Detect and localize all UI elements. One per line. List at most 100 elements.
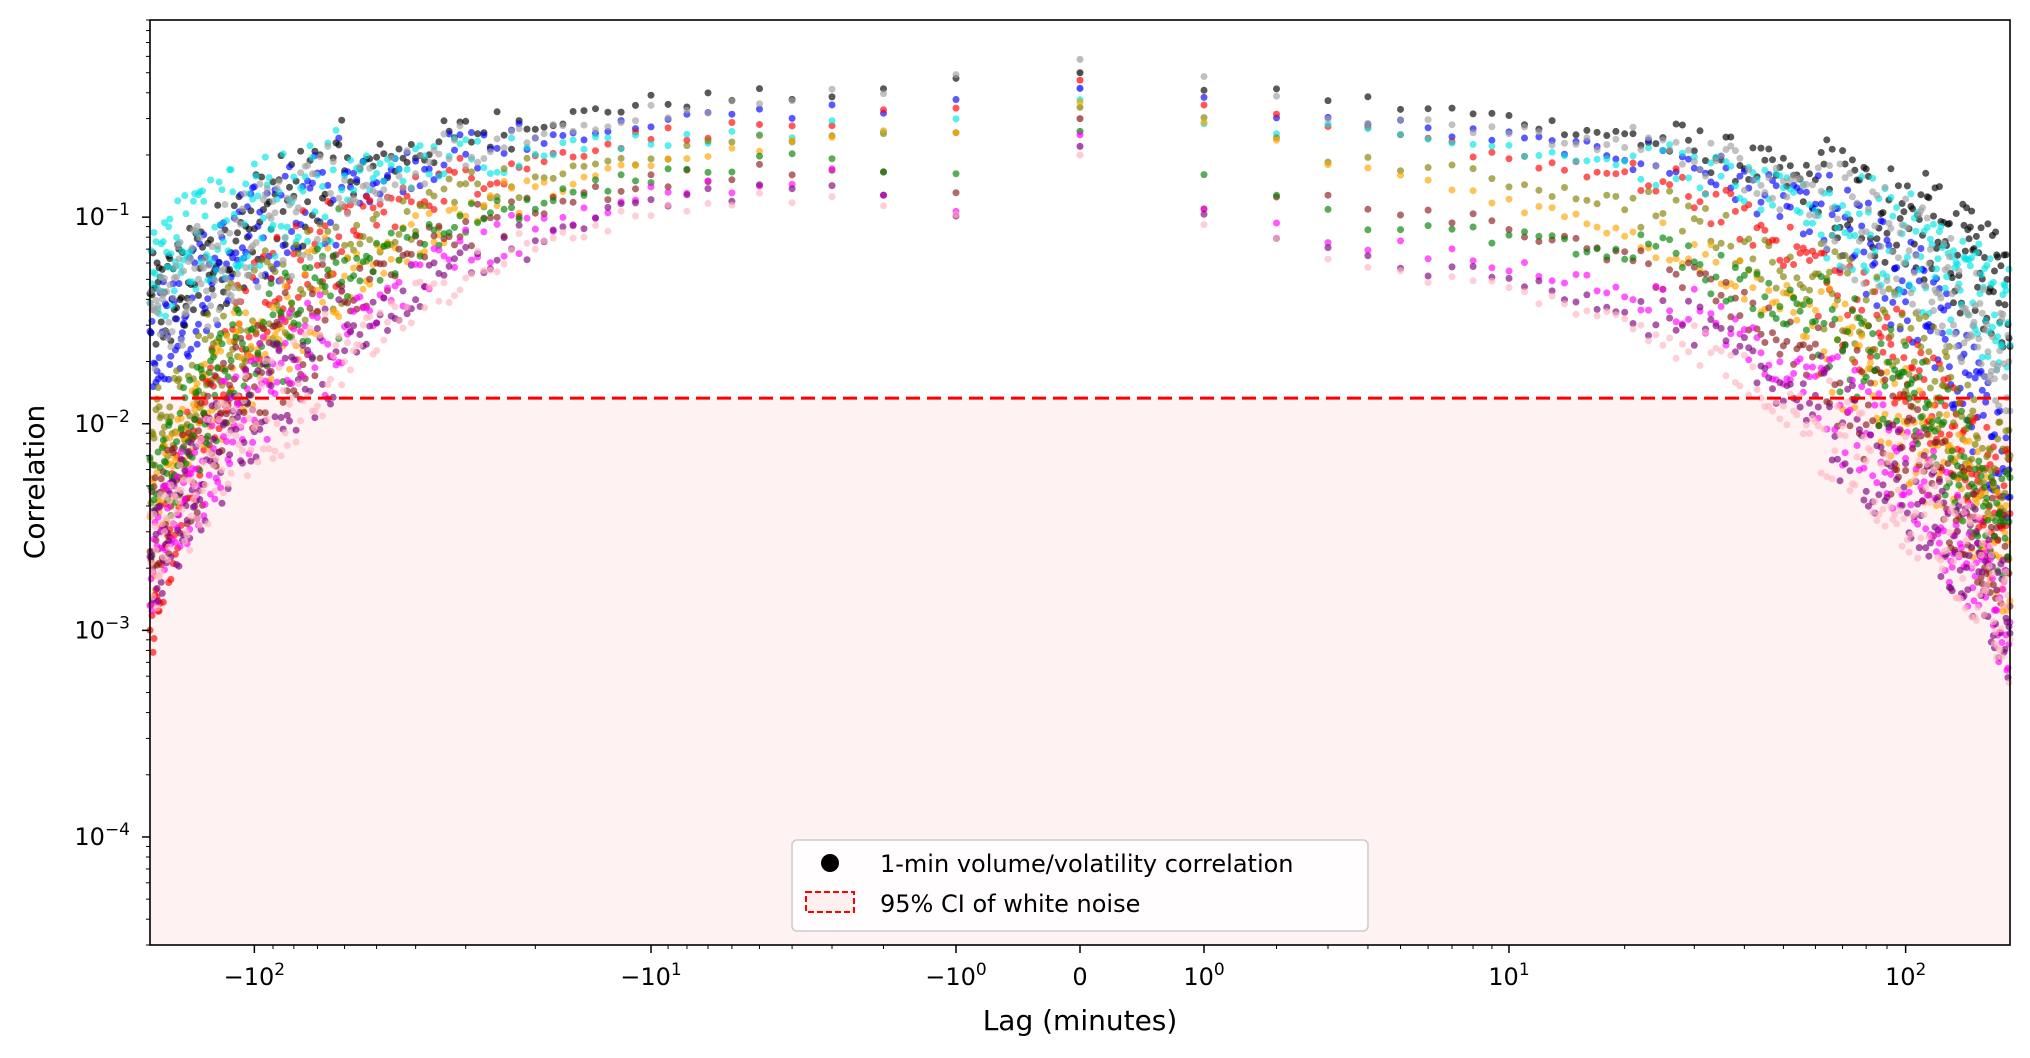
scatter-point	[1469, 223, 1477, 231]
scatter-point	[1727, 133, 1735, 141]
legend: 1-min volume/volatility correlation 95% …	[791, 839, 1369, 932]
scatter-point	[324, 381, 332, 389]
scatter-point	[1943, 273, 1951, 281]
scatter-point	[1629, 228, 1637, 236]
scatter-point	[279, 387, 287, 394]
scatter-point	[1779, 262, 1787, 270]
scatter-point	[1727, 325, 1735, 333]
scatter-point	[1793, 243, 1801, 251]
scatter-point	[166, 434, 174, 442]
scatter-point	[828, 155, 836, 163]
scatter-point	[1900, 391, 1908, 398]
scatter-point	[1652, 187, 1660, 195]
scatter-point	[1707, 169, 1715, 177]
scatter-point	[1920, 452, 1928, 459]
scatter-point	[1875, 390, 1883, 398]
scatter-point	[1672, 255, 1680, 263]
scatter-point	[632, 185, 639, 193]
scatter-point	[1933, 462, 1940, 470]
scatter-point	[1841, 229, 1849, 237]
scatter-point	[1905, 548, 1913, 556]
scatter-point	[1881, 323, 1889, 331]
scatter-point	[1761, 364, 1769, 372]
scatter-point	[1969, 407, 1977, 415]
scatter-point	[1790, 188, 1798, 196]
scatter-point	[1887, 332, 1895, 340]
scatter-point	[2002, 434, 2010, 442]
scatter-point	[366, 313, 374, 321]
scatter-point	[1979, 411, 1987, 419]
scatter-point	[399, 324, 407, 332]
scatter-point	[1823, 254, 1831, 262]
scatter-point	[1637, 247, 1645, 255]
scatter-point	[261, 409, 269, 417]
scatter-point	[341, 241, 349, 249]
scatter-point	[1621, 248, 1629, 256]
scatter-point	[256, 409, 264, 417]
scatter-point	[1685, 259, 1692, 267]
scatter-point	[193, 222, 201, 230]
scatter-point	[316, 228, 324, 236]
scatter-point	[180, 384, 188, 392]
scatter-point	[1912, 252, 1920, 260]
scatter-point	[1950, 247, 1957, 255]
scatter-point	[1914, 554, 1922, 562]
scatter-point	[1779, 154, 1787, 162]
scatter-point	[1548, 193, 1556, 200]
scatter-point	[1745, 166, 1753, 174]
scatter-point	[1612, 245, 1620, 253]
scatter-point	[297, 417, 305, 425]
scatter-point	[1860, 433, 1868, 441]
scatter-point	[1666, 181, 1674, 189]
scatter-point	[1823, 277, 1831, 285]
scatter-point	[531, 183, 539, 191]
scatter-point	[1736, 257, 1744, 265]
scatter-point	[569, 162, 577, 170]
scatter-point	[283, 249, 291, 257]
scatter-point	[1864, 388, 1872, 396]
scatter-point	[1887, 165, 1895, 173]
scatter-point	[430, 238, 438, 246]
scatter-point	[1928, 457, 1936, 465]
scatter-point	[384, 172, 391, 179]
scatter-point	[2001, 645, 2009, 653]
scatter-point	[1799, 380, 1807, 388]
scatter-point	[1629, 130, 1637, 138]
scatter-point	[238, 459, 246, 467]
scatter-point	[1841, 341, 1849, 349]
scatter-point	[1802, 333, 1810, 341]
scatter-point	[756, 152, 763, 160]
scatter-point	[1986, 255, 1994, 263]
scatter-point	[1836, 315, 1844, 323]
scatter-point	[1926, 245, 1934, 253]
scatter-point	[604, 196, 612, 204]
scatter-point	[1666, 141, 1674, 149]
scatter-point	[1971, 505, 1979, 513]
scatter-point	[1928, 298, 1936, 306]
scatter-point	[1887, 224, 1895, 232]
scatter-point	[254, 458, 262, 466]
scatter-point	[451, 292, 458, 300]
scatter-point	[1961, 247, 1969, 255]
scatter-point	[1621, 157, 1629, 165]
scatter-point	[1757, 394, 1765, 402]
scatter-point	[304, 228, 312, 235]
scatter-point	[1883, 368, 1891, 376]
scatter-point	[1796, 355, 1804, 363]
scatter-point	[828, 133, 836, 141]
scatter-point	[523, 165, 531, 173]
scatter-point	[183, 304, 191, 312]
scatter-point	[214, 242, 222, 250]
scatter-point	[2001, 542, 2009, 550]
scatter-point	[1931, 273, 1939, 281]
scatter-point	[301, 173, 309, 181]
scatter-point	[1970, 597, 1978, 605]
scatter-point	[1992, 397, 2000, 404]
scatter-point	[1982, 489, 1990, 497]
scatter-point	[1736, 342, 1744, 350]
scatter-point	[1424, 222, 1432, 230]
scatter-point	[1871, 498, 1879, 506]
scatter-point	[1935, 360, 1943, 368]
scatter-point	[1820, 325, 1828, 333]
